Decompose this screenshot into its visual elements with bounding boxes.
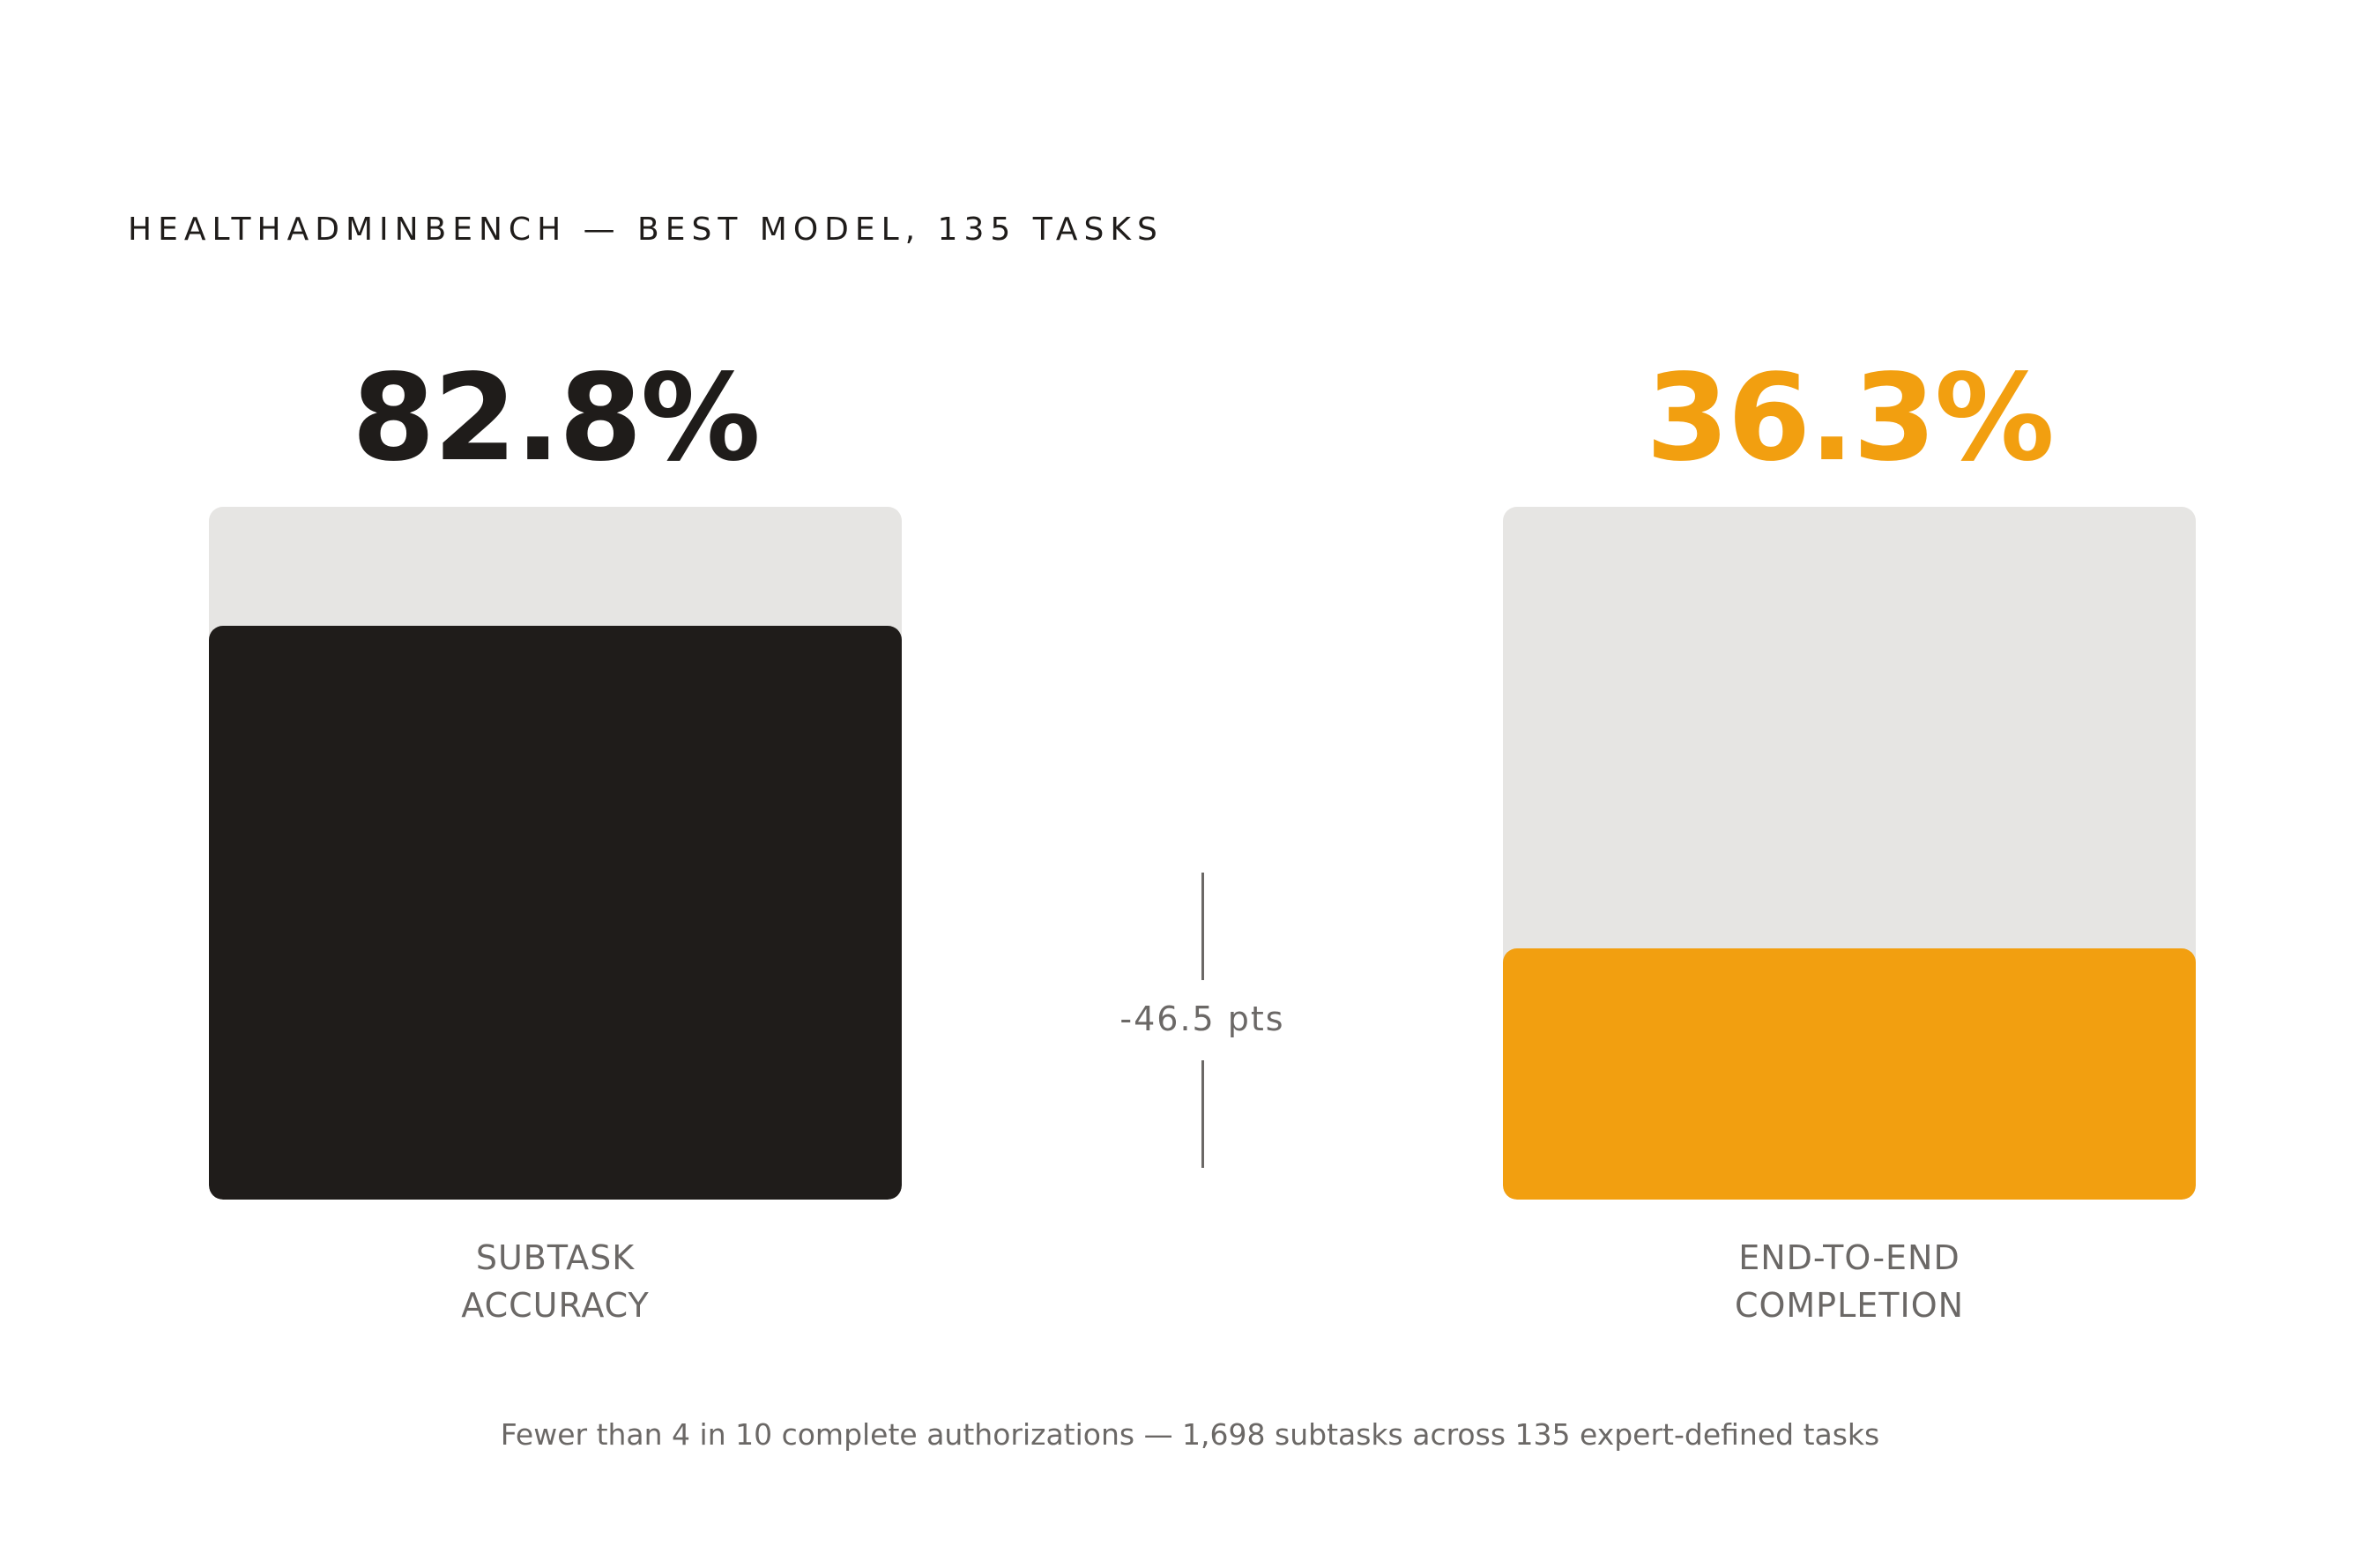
gap-label: -46.5 pts (1119, 1000, 1285, 1038)
end-to-end-completion-label: END-TO-END COMPLETION (1503, 1234, 2196, 1329)
subtask-accuracy-label-line-1: SUBTASK (475, 1238, 636, 1277)
end-to-end-completion-label-line-1: END-TO-END (1738, 1238, 1960, 1277)
subtask-accuracy-label-line-2: ACCURACY (461, 1286, 650, 1325)
end-to-end-completion-value: 36.3% (1646, 349, 2055, 488)
end-to-end-completion-bar (1503, 947, 2196, 1200)
subtask-accuracy-value: 82.8% (352, 349, 761, 488)
gap-line-top (1201, 873, 1204, 980)
subtask-accuracy-bar-track (209, 507, 902, 1200)
subtask-accuracy-label: SUBTASK ACCURACY (209, 1234, 902, 1329)
end-to-end-completion-label-line-2: COMPLETION (1734, 1286, 1965, 1325)
footnote: Fewer than 4 in 10 complete authorizatio… (500, 1417, 1880, 1452)
end-to-end-completion-bar-track (1503, 507, 2196, 1200)
subtask-accuracy-bar (209, 626, 902, 1200)
gap-line-bottom (1201, 1060, 1204, 1168)
chart-title: HEALTHADMINBENCH — BEST MODEL, 135 TASKS (128, 212, 1164, 248)
